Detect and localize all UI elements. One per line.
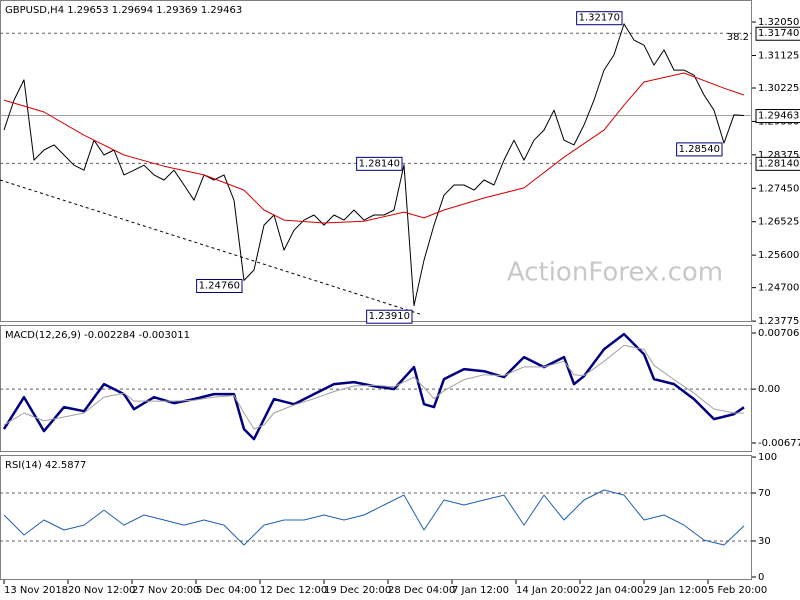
x-tick-label: 29 Jan 12:00 bbox=[644, 585, 707, 596]
y-tick-label: 0 bbox=[758, 572, 764, 583]
x-tick-label: 12 Dec 12:00 bbox=[260, 585, 327, 596]
panel-frame bbox=[0, 325, 752, 452]
panel-title: RSI(14) 42.5877 bbox=[5, 460, 86, 471]
y-tick-label: 1.30225 bbox=[758, 83, 799, 94]
y-tick-label: 100 bbox=[758, 452, 777, 463]
annotation-label: 1.24760 bbox=[199, 280, 240, 291]
x-tick-label: 7 Jan 12:00 bbox=[452, 585, 509, 596]
label-box bbox=[196, 278, 243, 293]
x-tick-label: 14 Jan 20:00 bbox=[516, 585, 579, 596]
y-tick-label: 70 bbox=[758, 488, 771, 499]
level-note: 38.2 bbox=[727, 32, 749, 43]
x-tick-label: 28 Dec 04:00 bbox=[388, 585, 455, 596]
level-label: 1.31740 bbox=[758, 28, 799, 39]
label-box bbox=[755, 26, 800, 41]
watermark: ActionForex.com bbox=[507, 258, 723, 288]
annotation-label: 1.28540 bbox=[679, 144, 720, 155]
annotation-label: 1.32170 bbox=[579, 13, 620, 24]
level-label: 1.29463 bbox=[758, 111, 799, 122]
x-tick-label: 5 Dec 04:00 bbox=[196, 585, 257, 596]
y-tick-label: 1.26525 bbox=[758, 217, 799, 228]
series-line bbox=[3, 489, 745, 546]
trend-line bbox=[0, 179, 421, 315]
y-tick-label: 0.00 bbox=[758, 384, 780, 395]
y-tick-label: 30 bbox=[758, 536, 771, 547]
y-tick-label: 1.24700 bbox=[758, 283, 799, 294]
label-box bbox=[676, 142, 723, 157]
series-line bbox=[3, 72, 745, 224]
series-line bbox=[3, 344, 745, 430]
panel-frame bbox=[0, 455, 752, 580]
x-tick-label: 13 Nov 2018 bbox=[4, 585, 68, 596]
annotation-label: 1.28140 bbox=[359, 158, 400, 169]
panel-title: GBPUSD,H4 1.29653 1.29694 1.29369 1.2946… bbox=[5, 5, 242, 16]
y-tick-label: 1.27450 bbox=[758, 183, 799, 194]
label-box bbox=[366, 309, 413, 324]
label-box bbox=[755, 109, 800, 124]
series-line bbox=[2, 332, 745, 441]
series-line bbox=[3, 23, 745, 307]
x-tick-label: 19 Dec 20:00 bbox=[324, 585, 391, 596]
y-tick-label: 1.31125 bbox=[758, 50, 799, 61]
x-tick-label: 22 Jan 04:00 bbox=[580, 585, 643, 596]
annotation-label: 1.23910 bbox=[369, 311, 410, 322]
y-tick-label: 1.25600 bbox=[758, 250, 799, 261]
y-tick-label: 0.007063 bbox=[758, 328, 800, 339]
y-tick-label: 1.23775 bbox=[758, 316, 799, 327]
x-tick-label: 5 Feb 20:00 bbox=[708, 585, 767, 596]
y-tick-label: 1.32050 bbox=[758, 17, 799, 28]
label-box bbox=[356, 156, 403, 171]
x-tick-label: 20 Nov 12:00 bbox=[68, 585, 135, 596]
label-box bbox=[755, 156, 800, 171]
label-box bbox=[576, 11, 623, 26]
level-label: 1.28140 bbox=[758, 158, 799, 169]
y-tick-label: 1.28375 bbox=[758, 150, 799, 161]
panel-title: MACD(12,26,9) -0.002284 -0.003011 bbox=[5, 330, 190, 341]
y-tick-label: -0.006774 bbox=[758, 438, 800, 449]
x-tick-label: 27 Nov 20:00 bbox=[132, 585, 199, 596]
